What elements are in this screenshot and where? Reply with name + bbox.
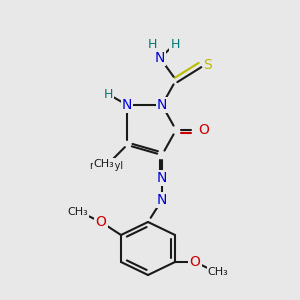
- Text: O: O: [199, 123, 209, 137]
- Text: methyl: methyl: [89, 161, 123, 171]
- Text: CH₃: CH₃: [208, 267, 228, 277]
- Text: N: N: [157, 193, 167, 207]
- Text: CH₃: CH₃: [68, 207, 88, 217]
- Text: O: O: [190, 255, 200, 269]
- Text: H: H: [170, 38, 180, 50]
- Text: N: N: [157, 171, 167, 185]
- Text: H: H: [103, 88, 113, 100]
- Text: H: H: [147, 38, 157, 50]
- Text: CH₃: CH₃: [94, 159, 114, 169]
- Text: N: N: [157, 98, 167, 112]
- Text: N: N: [155, 51, 165, 65]
- Text: N: N: [122, 98, 132, 112]
- Text: O: O: [96, 215, 106, 229]
- Text: S: S: [204, 58, 212, 72]
